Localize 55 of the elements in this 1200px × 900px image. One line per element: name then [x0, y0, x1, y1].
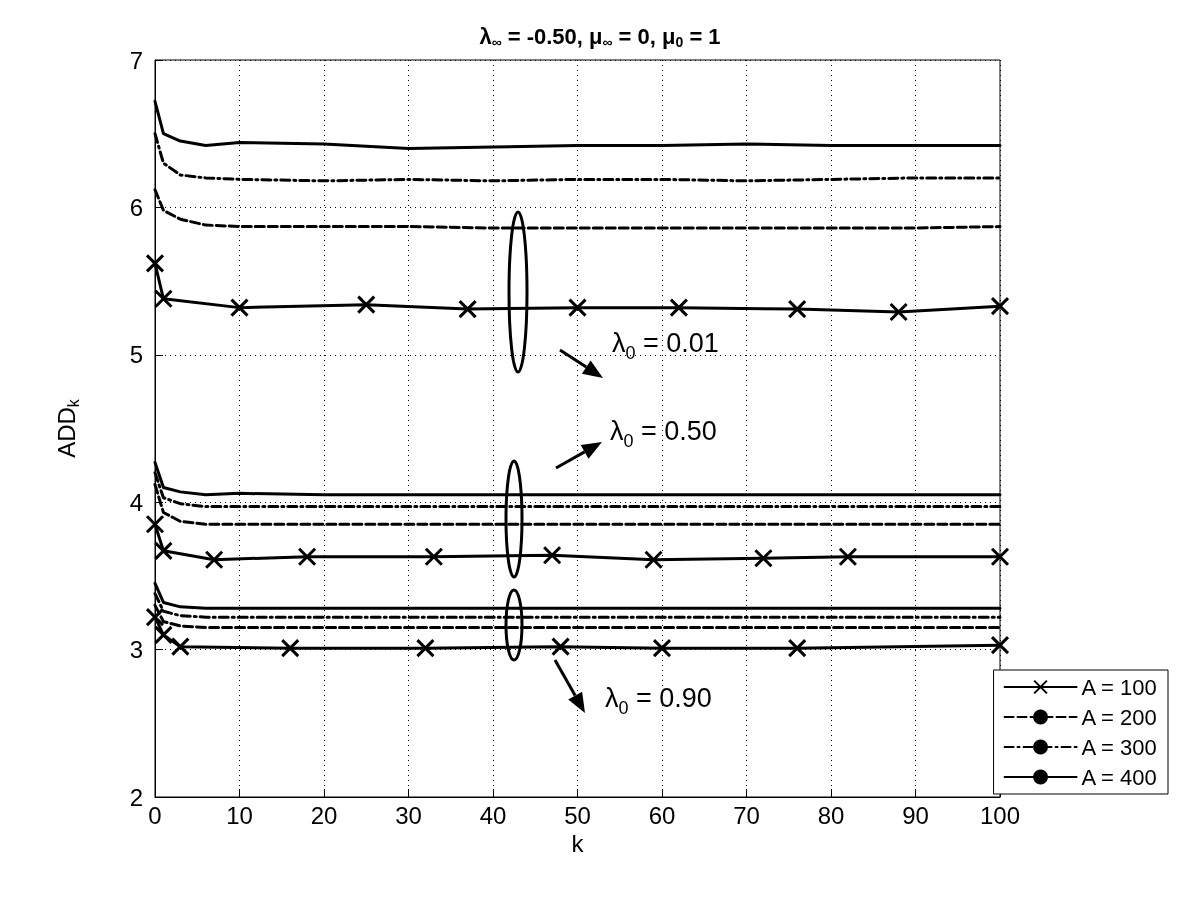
point: [297, 547, 317, 567]
point: [458, 299, 478, 319]
point: [644, 550, 664, 570]
legend-label: A = 100: [1081, 674, 1157, 700]
point: [753, 548, 773, 568]
point: [990, 296, 1010, 316]
x-tick-label: 100: [979, 801, 1021, 829]
point: [990, 635, 1010, 655]
x-tick-label: 60: [648, 801, 676, 829]
legend-label: A = 300: [1081, 734, 1157, 760]
point: [153, 289, 173, 309]
x-tick-label: 10: [226, 801, 253, 829]
x-tick-label: 40: [479, 801, 507, 829]
point: [551, 637, 571, 657]
annotation: λ$_{0}$ = 0.01: [612, 328, 719, 364]
x-tick-label: 30: [395, 801, 422, 829]
point: [153, 625, 173, 645]
point: [145, 514, 165, 534]
point: [787, 299, 807, 319]
y-tick-label: 7: [129, 46, 143, 74]
point: [838, 547, 858, 567]
point: [415, 638, 435, 658]
x-tick-label: 80: [817, 801, 845, 829]
point: [669, 298, 689, 318]
x-tick-label: 90: [902, 801, 929, 829]
point: [568, 298, 587, 318]
point: [280, 638, 300, 658]
point: [990, 547, 1010, 567]
x-tick-label: 50: [564, 801, 591, 829]
annotation: λ$_{0}$ = 0.50: [610, 416, 717, 452]
point: [230, 298, 249, 318]
x-tick-label: 70: [733, 801, 760, 829]
y-tick-label: 4: [129, 488, 143, 516]
point: [889, 302, 909, 322]
y-tick-label: 6: [129, 193, 143, 221]
y-axis-title: ADDk: [52, 398, 82, 458]
point: [356, 295, 376, 315]
x-axis-title: k: [571, 830, 585, 858]
point: [170, 637, 190, 657]
point: [145, 253, 165, 273]
x-tick-label: 20: [310, 801, 338, 829]
point: [424, 547, 444, 567]
legend-label: A = 400: [1081, 764, 1157, 790]
x-tick-label: 0: [148, 801, 162, 829]
point: [145, 607, 165, 627]
point: [652, 638, 672, 658]
point: [153, 541, 173, 561]
y-tick-label: 3: [129, 636, 143, 664]
y-tick-label: 5: [129, 341, 143, 369]
point: [787, 638, 807, 658]
annotation: λ$_{0}$ = 0.90: [605, 683, 712, 719]
point: [204, 550, 224, 570]
legend-label: A = 200: [1081, 704, 1157, 730]
point: [542, 545, 562, 565]
y-tick-label: 2: [129, 783, 143, 811]
